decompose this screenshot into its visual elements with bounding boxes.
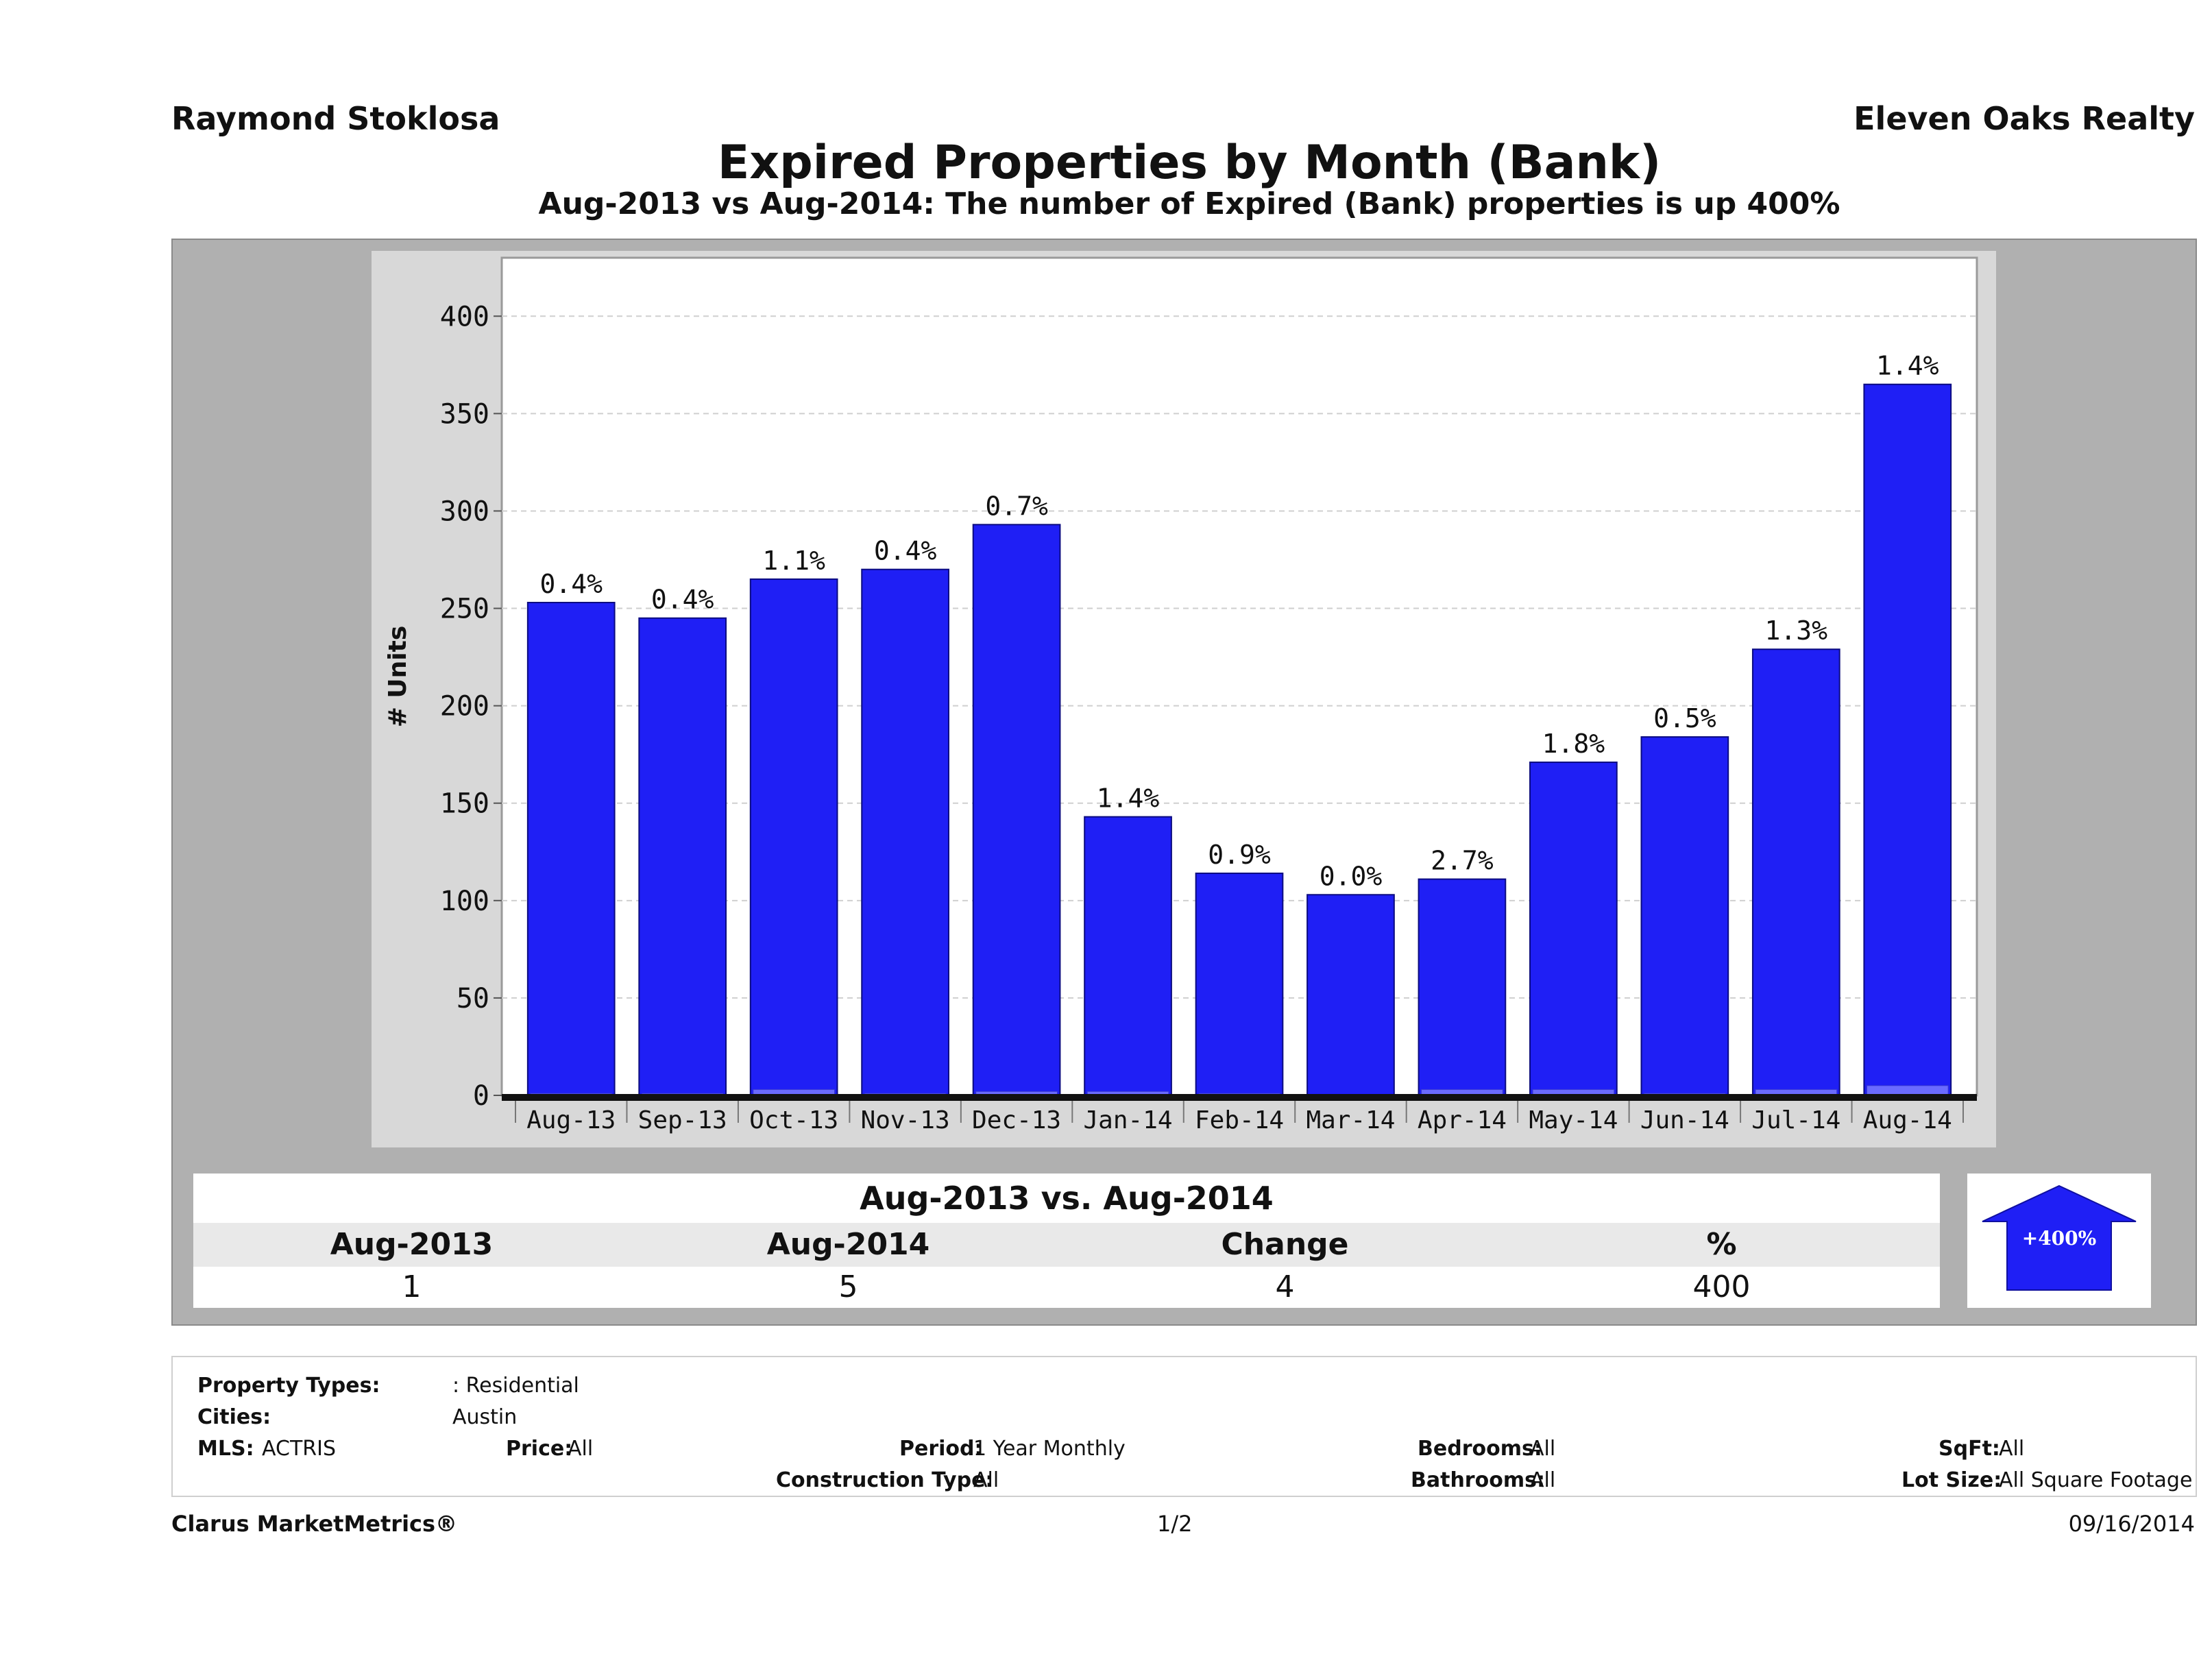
mls-value: ACTRIS xyxy=(262,1437,337,1461)
value-percent: 400 xyxy=(1692,1269,1751,1304)
x-tick-label-aug-13: Aug-13 xyxy=(526,1106,616,1134)
chart-title: Expired Properties by Month (Bank) xyxy=(717,136,1662,190)
x-tick-label-feb-14: Feb-14 xyxy=(1195,1106,1284,1134)
y-tick-label: 400 xyxy=(440,301,489,332)
bathrooms-value: All xyxy=(1530,1468,1556,1492)
y-tick-label: 350 xyxy=(440,398,489,430)
value-aug-2013: 1 xyxy=(402,1269,422,1304)
mls-label: MLS: xyxy=(197,1437,254,1461)
x-tick-label-aug-14: Aug-14 xyxy=(1863,1106,1952,1134)
price-label: Price: xyxy=(506,1437,573,1461)
data-label-feb-14: 0.9% xyxy=(1208,840,1271,870)
comparison-value-row: 1 5 4 400 xyxy=(193,1267,1940,1308)
footer-page-number: 1/2 xyxy=(1157,1511,1193,1537)
y-tick-label: 200 xyxy=(440,691,489,722)
period-value: 1 Year Monthly xyxy=(973,1437,1126,1461)
y-tick-label: 0 xyxy=(473,1080,489,1112)
data-label-mar-14: 0.0% xyxy=(1320,861,1383,891)
bar-feb-14 xyxy=(1195,873,1284,1096)
up-arrow-icon xyxy=(1982,1184,2137,1291)
filter-summary: Property Types: : Residential Cities: Au… xyxy=(171,1356,2197,1497)
bar-may-14 xyxy=(1529,762,1618,1096)
x-tick-label-dec-13: Dec-13 xyxy=(972,1106,1061,1134)
chart-subtitle: Aug-2013 vs Aug-2014: The number of Expi… xyxy=(538,186,1840,221)
property-types-label: Property Types: xyxy=(197,1374,380,1398)
x-tick-label-jan-14: Jan-14 xyxy=(1084,1106,1173,1134)
construction-type-value: All xyxy=(973,1468,999,1492)
bar-jun-14 xyxy=(1640,736,1729,1096)
bathrooms-label: Bathrooms: xyxy=(1411,1468,1545,1492)
x-tick-label-sep-13: Sep-13 xyxy=(638,1106,727,1134)
price-value: All xyxy=(568,1437,594,1461)
bedrooms-value: All xyxy=(1530,1437,1556,1461)
company-name: Eleven Oaks Realty xyxy=(1854,100,2195,137)
bar-dec-13 xyxy=(972,524,1061,1096)
data-label-jun-14: 0.5% xyxy=(1653,703,1716,733)
data-label-dec-13: 0.7% xyxy=(985,491,1048,521)
y-tick-label: 250 xyxy=(440,594,489,625)
x-tick-label-oct-13: Oct-13 xyxy=(749,1106,838,1134)
agent-name: Raymond Stoklosa xyxy=(171,100,500,137)
footer-date: 09/16/2014 xyxy=(2068,1511,2195,1537)
change-badge-label: +400% xyxy=(2021,1227,2097,1250)
bar-oct-13 xyxy=(749,578,838,1096)
comparison-table: Aug-2013 vs. Aug-2014 Aug-2013 Aug-2014 … xyxy=(193,1174,1940,1308)
data-label-oct-13: 1.1% xyxy=(762,546,825,576)
header-change: Change xyxy=(1221,1227,1349,1262)
data-label-apr-14: 2.7% xyxy=(1431,846,1494,876)
cities-value: Austin xyxy=(452,1405,518,1429)
bar-jul-14 xyxy=(1751,648,1840,1096)
comparison-title: Aug-2013 vs. Aug-2014 xyxy=(193,1174,1940,1223)
x-tick-label-jun-14: Jun-14 xyxy=(1640,1106,1729,1134)
comparison-header-row: Aug-2013 Aug-2014 Change % xyxy=(193,1223,1940,1267)
bar-nov-13 xyxy=(861,568,949,1096)
bar-apr-14 xyxy=(1418,878,1507,1096)
x-tick-label-jul-14: Jul-14 xyxy=(1751,1106,1840,1134)
bank-bar-aug-14 xyxy=(1866,1085,1949,1096)
bar-jan-14 xyxy=(1084,816,1172,1096)
y-tick-label: 100 xyxy=(440,886,489,917)
footer-brand: Clarus MarketMetrics® xyxy=(171,1511,458,1537)
bar-sep-13 xyxy=(638,617,727,1096)
property-types-value: : Residential xyxy=(452,1374,579,1398)
x-tick-label-apr-14: Apr-14 xyxy=(1418,1106,1507,1134)
change-badge: +400% xyxy=(1967,1174,2151,1308)
lot-size-label: Lot Size: xyxy=(1901,1468,2002,1492)
data-label-aug-14: 1.4% xyxy=(1876,351,1939,381)
header-aug-2014: Aug-2014 xyxy=(766,1227,930,1262)
bar-mar-14 xyxy=(1306,894,1395,1097)
data-label-may-14: 1.8% xyxy=(1542,729,1605,759)
y-tick-label: 150 xyxy=(440,788,489,820)
lot-size-value: All Square Footage xyxy=(1999,1468,2193,1492)
construction-type-label: Construction Type: xyxy=(776,1468,994,1492)
x-tick-label-mar-14: Mar-14 xyxy=(1306,1106,1395,1134)
sqft-value: All xyxy=(1999,1437,2025,1461)
x-tick-label-nov-13: Nov-13 xyxy=(861,1106,950,1134)
data-label-sep-13: 0.4% xyxy=(651,585,714,615)
bedrooms-label: Bedrooms: xyxy=(1418,1437,1542,1461)
data-label-nov-13: 0.4% xyxy=(874,536,937,566)
period-label: Period: xyxy=(899,1437,983,1461)
cities-label: Cities: xyxy=(197,1405,271,1429)
header-percent: % xyxy=(1706,1227,1737,1262)
data-label-jul-14: 1.3% xyxy=(1765,616,1828,646)
bar-chart: 0 50 100 150 200 250 300 350 400 # Units 0.4% Aug-1… xyxy=(384,256,1978,1134)
data-label-jan-14: 1.4% xyxy=(1097,783,1160,814)
bar-aug-14 xyxy=(1863,383,1952,1096)
bar-aug-13 xyxy=(526,602,616,1096)
y-tick-label: 50 xyxy=(457,983,489,1014)
data-label-aug-13: 0.4% xyxy=(539,569,603,599)
sqft-label: SqFt: xyxy=(1938,1437,2000,1461)
x-tick-label-may-14: May-14 xyxy=(1529,1106,1618,1134)
header-aug-2013: Aug-2013 xyxy=(330,1227,494,1262)
value-aug-2014: 5 xyxy=(838,1269,858,1304)
value-change: 4 xyxy=(1275,1269,1295,1304)
x-axis-baseline xyxy=(502,1094,1977,1101)
y-tick-label: 300 xyxy=(440,496,489,527)
y-axis-label: # Units xyxy=(384,626,412,728)
